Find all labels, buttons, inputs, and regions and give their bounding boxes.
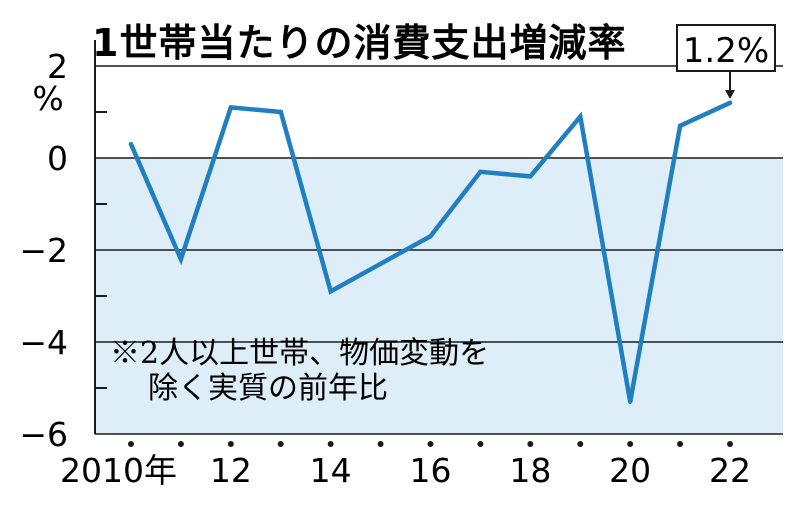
x-tick-dot (377, 441, 384, 447)
y-tick-label: 2 (47, 47, 68, 86)
data-point (428, 234, 433, 239)
x-tick-dot (677, 441, 684, 447)
data-point (328, 289, 333, 294)
callout-box (676, 24, 776, 72)
y-axis (94, 40, 107, 434)
x-tick-dot (327, 441, 334, 447)
data-point (528, 174, 533, 179)
chart-title: 1世帯当たりの消費支出増減率 (92, 21, 626, 65)
callout-label: 1.2% (683, 31, 769, 71)
footnote-line-1: ※2人以上世帯、物価変動を (110, 336, 489, 371)
y-tick-label: −2 (19, 231, 68, 270)
data-point (128, 142, 134, 147)
x-tick-dot (577, 441, 584, 447)
x-tick-dot (477, 441, 484, 447)
y-tick-label: −6 (19, 415, 68, 454)
x-tick-dot (277, 441, 284, 447)
x-tick-labels: 2010年 12 14 16 18 20 22 (60, 451, 751, 490)
x-tick-label: 20 (609, 451, 651, 490)
data-point (627, 399, 633, 404)
y-unit-label: % (32, 79, 63, 118)
data-point (228, 105, 234, 110)
data-point (478, 169, 483, 174)
x-tick-label: 12 (210, 451, 252, 490)
x-tick-dot (727, 441, 733, 447)
footnote: ※2人以上世帯、物価変動を 除く実質の前年比 (110, 336, 489, 406)
x-tick-dot (627, 441, 634, 447)
y-tick-label: −4 (19, 323, 68, 362)
x-tick-dot (527, 441, 534, 447)
x-tick-dot (177, 441, 184, 447)
data-point (378, 261, 383, 266)
negative-region (95, 158, 783, 434)
x-tick-label: 14 (310, 451, 352, 490)
data-point (727, 100, 733, 106)
x-tick-dot (227, 441, 234, 447)
data-point (178, 257, 184, 262)
y-tick-labels: 2 0 −2 −4 −6 (19, 47, 68, 454)
x-tick-dot (128, 441, 134, 447)
x-tick-dot (427, 441, 434, 447)
footnote-line-2: 除く実質の前年比 (148, 371, 388, 406)
data-point (278, 109, 283, 115)
callout-arrowhead (725, 90, 735, 99)
x-tick-dots (128, 441, 733, 447)
x-tick-label: 22 (709, 451, 751, 490)
data-point (677, 123, 683, 128)
gridlines (95, 65, 783, 435)
data-points (128, 100, 733, 404)
x-tick-label: 18 (509, 451, 551, 490)
x-tick-label: 16 (410, 451, 452, 490)
x-tick-label: 2010年 (60, 451, 177, 490)
data-point (578, 114, 583, 119)
value-callout: 1.2% (676, 24, 776, 99)
y-tick-label: 0 (47, 139, 68, 178)
